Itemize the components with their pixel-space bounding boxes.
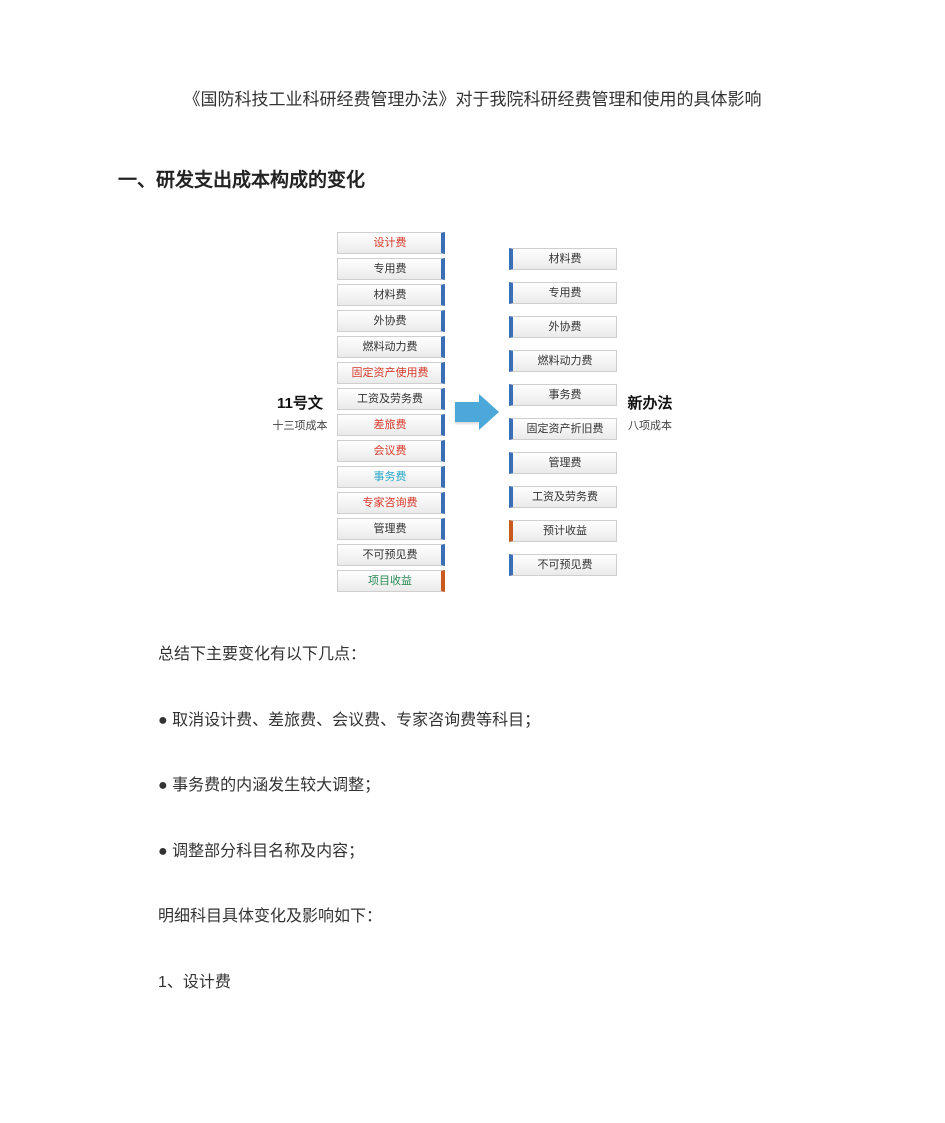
cost-item-tile: 材料费 — [337, 284, 445, 306]
summary-outro: 明细科目具体变化及影响如下： — [158, 904, 945, 930]
cost-item-tile: 管理费 — [337, 518, 445, 540]
right-column: 材料费专用费外协费燃料动力费事务费固定资产折旧费管理费工资及劳务费预计收益不可预… — [509, 248, 617, 576]
cost-item-tile: 专用费 — [337, 258, 445, 280]
right-label-subtitle: 八项成本 — [627, 417, 672, 433]
right-side-label: 新办法 八项成本 — [627, 392, 672, 433]
cost-item-tile: 设计费 — [337, 232, 445, 254]
arrow-icon — [455, 394, 499, 430]
bullet-item: 事务费的内涵发生较大调整； — [158, 773, 945, 799]
cost-item-tile: 专用费 — [509, 282, 617, 304]
cost-item-tile: 固定资产使用费 — [337, 362, 445, 384]
left-column: 设计费专用费材料费外协费燃料动力费固定资产使用费工资及劳务费差旅费会议费事务费专… — [337, 232, 445, 592]
summary-intro: 总结下主要变化有以下几点： — [158, 642, 945, 668]
cost-item-tile: 材料费 — [509, 248, 617, 270]
body-text: 总结下主要变化有以下几点： 取消设计费、差旅费、会议费、专家咨询费等科目； 事务… — [158, 642, 945, 996]
cost-item-tile: 事务费 — [509, 384, 617, 406]
bullet-item: 取消设计费、差旅费、会议费、专家咨询费等科目； — [158, 708, 945, 734]
cost-item-tile: 专家咨询费 — [337, 492, 445, 514]
right-label-title: 新办法 — [627, 392, 672, 413]
cost-item-tile: 预计收益 — [509, 520, 617, 542]
cost-structure-diagram: 11号文 十三项成本 设计费专用费材料费外协费燃料动力费固定资产使用费工资及劳务… — [0, 232, 945, 592]
cost-item-tile: 固定资产折旧费 — [509, 418, 617, 440]
cost-item-tile: 不可预见费 — [509, 554, 617, 576]
cost-item-tile: 项目收益 — [337, 570, 445, 592]
cost-item-tile: 燃料动力费 — [337, 336, 445, 358]
detail-item-1: 1、设计费 — [158, 970, 945, 996]
bullet-item: 调整部分科目名称及内容； — [158, 839, 945, 865]
cost-item-tile: 外协费 — [337, 310, 445, 332]
cost-item-tile: 工资及劳务费 — [337, 388, 445, 410]
left-label-subtitle: 十三项成本 — [272, 417, 327, 433]
left-side-label: 11号文 十三项成本 — [272, 392, 327, 433]
cost-item-tile: 差旅费 — [337, 414, 445, 436]
cost-item-tile: 外协费 — [509, 316, 617, 338]
cost-item-tile: 工资及劳务费 — [509, 486, 617, 508]
cost-item-tile: 事务费 — [337, 466, 445, 488]
cost-item-tile: 燃料动力费 — [509, 350, 617, 372]
cost-item-tile: 会议费 — [337, 440, 445, 462]
document-title: 《国防科技工业科研经费管理办法》对于我院科研经费管理和使用的具体影响 — [0, 85, 945, 110]
cost-item-tile: 管理费 — [509, 452, 617, 474]
cost-item-tile: 不可预见费 — [337, 544, 445, 566]
left-label-title: 11号文 — [272, 392, 327, 413]
section-heading: 一、研发支出成本构成的变化 — [118, 165, 945, 192]
